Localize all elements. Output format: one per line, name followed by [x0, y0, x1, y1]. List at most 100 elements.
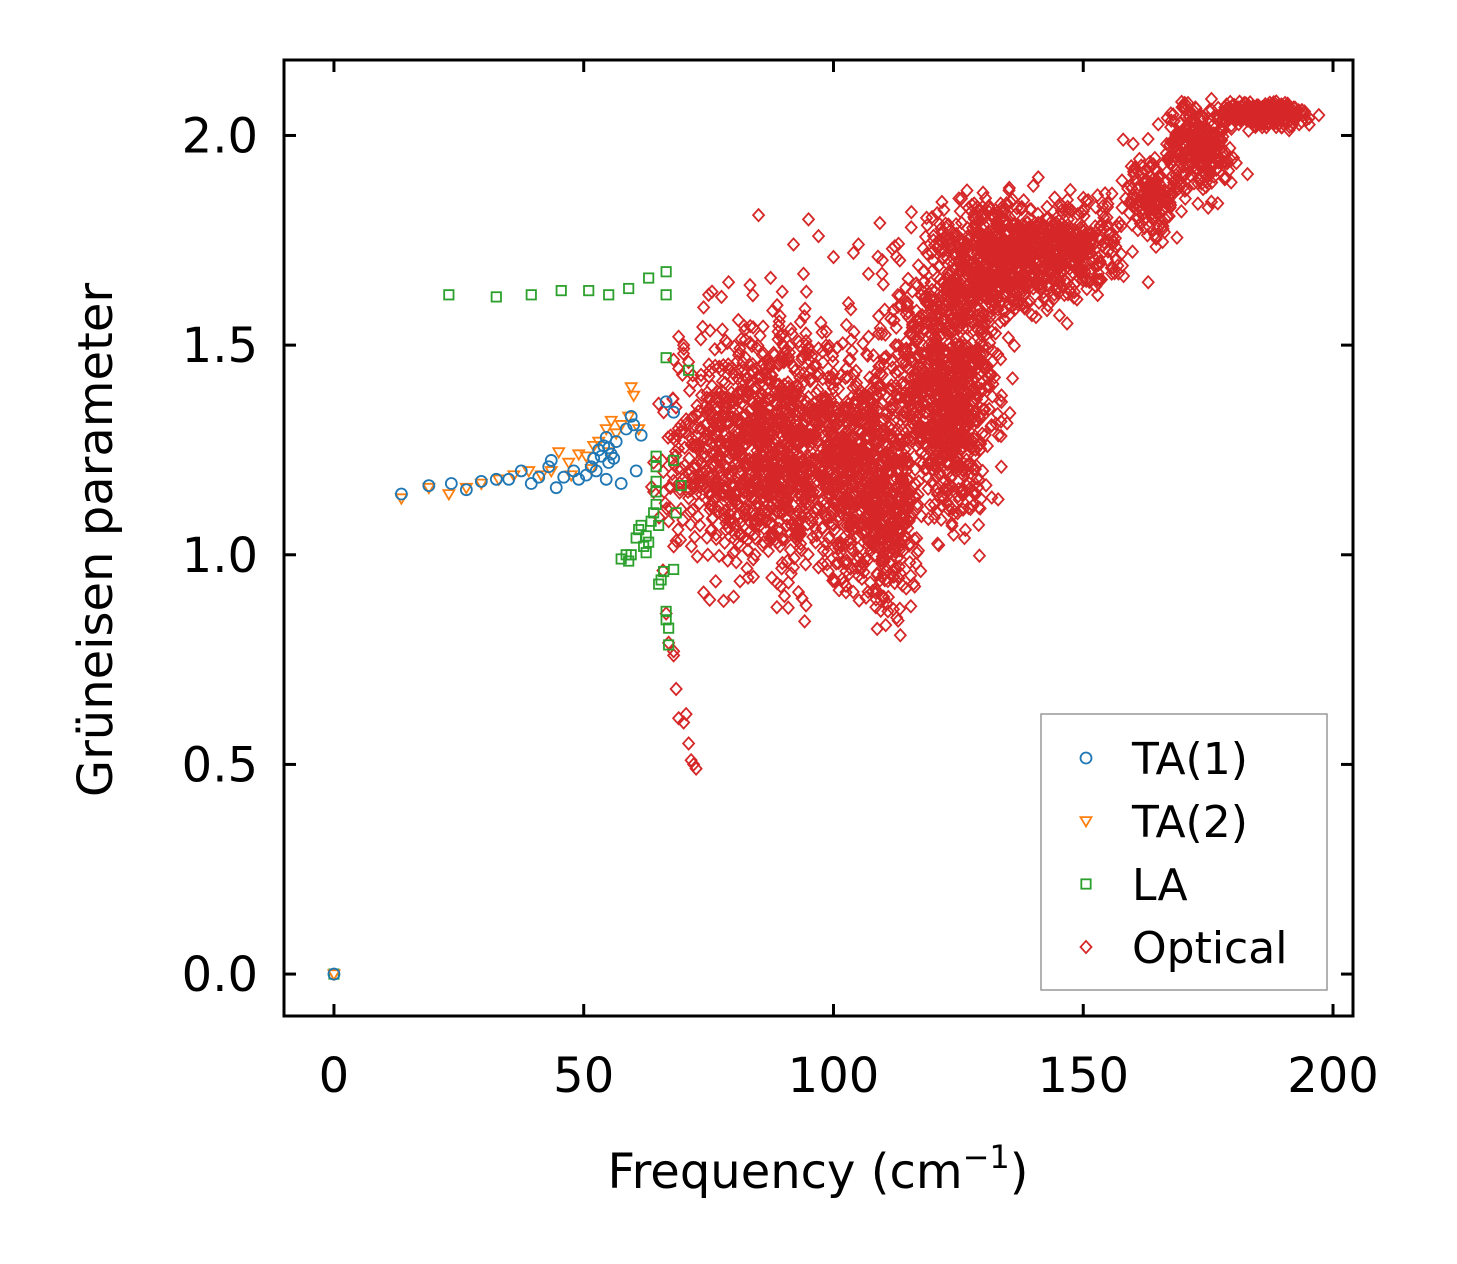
optical-point	[799, 500, 813, 515]
optical-point	[911, 543, 926, 558]
optical-point	[957, 314, 972, 330]
optical-point	[843, 518, 857, 533]
optical-point	[824, 451, 838, 467]
la-point	[643, 272, 655, 284]
optical-point	[805, 348, 819, 364]
optical-point	[1295, 102, 1309, 118]
optical-point	[934, 242, 949, 258]
optical-point	[1011, 222, 1026, 238]
la-point	[683, 364, 695, 376]
optical-point	[797, 613, 812, 629]
ta-1--point	[544, 454, 558, 467]
optical-point	[791, 584, 806, 600]
optical-point	[972, 278, 986, 293]
optical-point	[921, 511, 936, 527]
optical-point	[1110, 219, 1125, 235]
optical-point	[705, 457, 719, 472]
optical-point	[979, 244, 993, 260]
optical-point	[746, 381, 760, 397]
optical-point	[754, 507, 768, 522]
ta-1--point	[624, 410, 638, 423]
optical-point	[781, 600, 795, 616]
y-tick-label: 1.0	[182, 528, 258, 584]
optical-point	[993, 351, 1008, 367]
optical-point	[828, 475, 842, 491]
optical-point	[962, 456, 976, 472]
optical-point	[801, 511, 816, 526]
optical-point	[797, 308, 812, 324]
optical-point	[884, 353, 898, 368]
optical-point	[1034, 279, 1049, 295]
optical-point	[994, 394, 1009, 410]
optical-point	[1073, 266, 1087, 282]
optical-point	[1061, 211, 1075, 227]
ta-1--point	[542, 460, 556, 474]
optical-point	[822, 422, 837, 437]
optical-point	[763, 515, 777, 531]
optical-point	[755, 388, 769, 404]
optical-point	[830, 393, 844, 409]
optical-point	[947, 350, 961, 366]
optical-point	[786, 559, 801, 575]
optical-point	[868, 446, 883, 462]
optical-point	[925, 475, 939, 491]
optical-point	[847, 324, 861, 340]
optical-point	[1188, 120, 1202, 136]
optical-point	[808, 359, 822, 375]
optical-point	[835, 428, 849, 444]
optical-point	[808, 456, 823, 472]
optical-point	[799, 284, 814, 300]
optical-point	[676, 346, 691, 361]
optical-point	[960, 386, 975, 402]
optical-point	[700, 432, 715, 448]
optical-point	[804, 361, 818, 377]
optical-point	[1024, 268, 1038, 284]
optical-point	[831, 555, 846, 571]
optical-point	[707, 500, 722, 516]
optical-point	[1179, 138, 1194, 154]
optical-point	[893, 521, 907, 537]
optical-point	[1088, 199, 1103, 215]
optical-point	[900, 299, 914, 314]
ta-2--point	[614, 420, 629, 433]
optical-point	[730, 393, 745, 409]
optical-point	[831, 548, 845, 563]
optical-point	[835, 422, 849, 438]
optical-point	[952, 394, 967, 410]
optical-point	[807, 453, 822, 469]
optical-point	[987, 370, 1002, 385]
optical-point	[1251, 107, 1265, 123]
la-point	[663, 639, 675, 651]
optical-point	[801, 346, 816, 362]
optical-point	[781, 375, 795, 390]
optical-point	[760, 425, 775, 440]
optical-point	[991, 281, 1005, 297]
optical-point	[1163, 181, 1178, 197]
optical-point	[962, 489, 977, 505]
optical-point	[899, 450, 914, 466]
optical-point	[921, 401, 936, 416]
la-point	[490, 291, 502, 303]
optical-point	[985, 490, 999, 505]
optical-point	[803, 427, 818, 443]
optical-point	[893, 288, 907, 303]
optical-point	[874, 603, 888, 619]
optical-point	[1203, 167, 1217, 182]
optical-point	[772, 513, 787, 529]
ta-1--point	[444, 477, 458, 490]
optical-point	[762, 408, 776, 424]
optical-point	[877, 452, 892, 468]
optical-point	[714, 418, 728, 434]
la-point	[650, 498, 662, 511]
optical-point	[708, 342, 722, 357]
optical-point	[862, 370, 877, 386]
optical-point	[691, 453, 706, 469]
optical-point	[976, 268, 990, 284]
la-point	[655, 574, 667, 586]
optical-point	[1000, 415, 1014, 431]
optical-point	[1023, 223, 1038, 239]
optical-point	[941, 278, 956, 293]
optical-point	[997, 311, 1011, 327]
optical-point	[891, 421, 905, 437]
